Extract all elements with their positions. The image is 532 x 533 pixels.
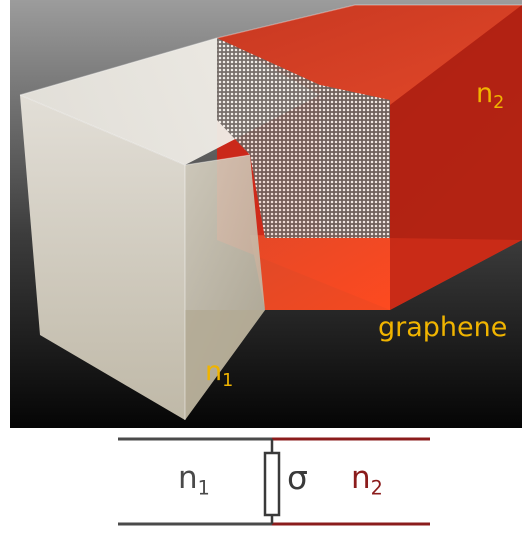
graphene-sheet-shadow-part	[320, 85, 390, 238]
medium-2-right-face	[390, 5, 522, 310]
circuit-diagram: n1 σ n2	[0, 428, 532, 529]
inner-edge	[184, 154, 251, 166]
circuit-lines	[118, 437, 430, 526]
circuit-label-sigma: σ	[287, 458, 308, 497]
circuit-label-n1: n1	[178, 460, 210, 500]
3d-render-panel: n2 graphene n1	[10, 0, 522, 428]
top-edge	[19, 4, 522, 96]
resistor-sigma	[263, 451, 281, 517]
medium-2-bottom-face	[250, 235, 390, 310]
medium-1-bottom-face	[185, 310, 265, 420]
box-illustration	[10, 0, 522, 428]
medium-1-left-face	[20, 95, 185, 420]
label-n1: n1	[205, 356, 234, 392]
front-edge	[19, 94, 186, 420]
label-n2: n2	[476, 78, 505, 114]
circuit-label-n2: n2	[351, 460, 383, 500]
medium-2-shadow	[390, 5, 522, 240]
label-graphene: graphene	[378, 312, 508, 343]
